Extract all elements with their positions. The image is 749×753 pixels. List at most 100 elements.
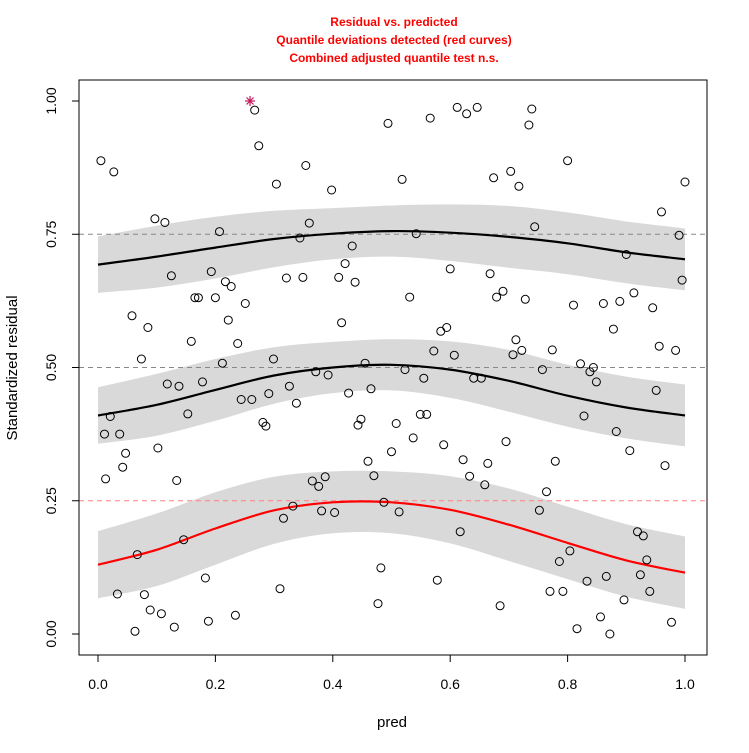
residual-point-42 <box>236 395 246 404</box>
residual-point-37 <box>220 277 230 287</box>
residual-point-122 <box>508 350 518 360</box>
y-tick-label-4: 1.00 <box>43 87 59 114</box>
residual-point-163 <box>645 586 655 596</box>
residual-point-146 <box>588 363 598 372</box>
residual-point-131 <box>537 365 547 375</box>
residual-point-123 <box>511 335 521 345</box>
residual-point-119 <box>498 286 508 296</box>
y-tick-label-0: 0.00 <box>43 620 59 647</box>
residual-point-77 <box>356 414 366 424</box>
residual-point-16 <box>127 311 137 321</box>
residual-point-114 <box>483 458 493 468</box>
residual-point-23 <box>172 476 182 485</box>
residual-point-25 <box>179 535 189 545</box>
residual-point-70 <box>334 272 344 282</box>
residual-point-76 <box>353 420 363 430</box>
residual-point-50 <box>269 354 278 364</box>
residual-point-116 <box>489 173 499 183</box>
residual-point-140 <box>569 300 578 310</box>
residual-point-45 <box>250 105 260 115</box>
residual-point-126 <box>520 294 530 304</box>
residual-point-61 <box>304 218 314 228</box>
residual-point-172 <box>677 275 687 285</box>
residual-point-133 <box>545 586 555 596</box>
residual-point-143 <box>579 411 589 421</box>
residual-point-5 <box>105 412 115 421</box>
residual-point-48 <box>261 421 271 431</box>
residual-point-62 <box>307 476 317 486</box>
residual-point-136 <box>554 557 564 566</box>
residual-point-17 <box>136 354 146 364</box>
y-tick-label-2: 0.50 <box>43 354 59 381</box>
confidence-bands <box>98 204 685 609</box>
residual-point-10 <box>132 550 142 560</box>
residual-point-84 <box>379 497 389 507</box>
residual-point-22 <box>162 379 172 389</box>
residual-points <box>96 102 690 639</box>
residual-point-169 <box>667 617 676 627</box>
confidence-band-q50 <box>98 339 685 447</box>
residual-point-35 <box>215 227 224 237</box>
residual-point-60 <box>301 161 311 170</box>
residual-point-69 <box>330 508 340 517</box>
residual-point-44 <box>247 395 257 404</box>
residual-point-1 <box>109 167 119 177</box>
residual-point-41 <box>233 339 243 348</box>
residual-point-130 <box>534 505 544 515</box>
residual-point-100 <box>436 326 446 336</box>
residual-point-83 <box>376 563 386 573</box>
residual-point-67 <box>323 370 333 380</box>
y-axis: 0.00 0.25 0.50 0.75 1.00 <box>43 87 80 648</box>
residual-point-170 <box>671 345 681 355</box>
residual-point-8 <box>112 589 122 599</box>
residual-point-78 <box>360 358 370 368</box>
residual-point-54 <box>281 273 291 283</box>
residual-point-103 <box>445 264 455 274</box>
quantile-curve-q75 <box>97 229 686 266</box>
residual-point-156 <box>621 250 631 259</box>
residual-point-154 <box>615 296 625 306</box>
residual-point-112 <box>476 373 486 383</box>
residual-point-124 <box>514 181 524 191</box>
residual-point-92 <box>408 433 418 443</box>
residual-point-71 <box>337 318 347 328</box>
residual-point-127 <box>524 120 534 130</box>
residual-point-26 <box>183 409 193 419</box>
residual-point-3 <box>115 429 125 439</box>
residual-point-144 <box>582 576 592 586</box>
residual-point-168 <box>660 461 670 471</box>
residual-point-134 <box>547 345 557 355</box>
y-tick-label-1: 0.25 <box>43 487 59 514</box>
quantile-curve-q25 <box>97 500 686 574</box>
residual-point-151 <box>605 629 615 639</box>
residual-point-138 <box>563 156 573 166</box>
residual-point-2 <box>100 429 109 439</box>
x-axis-label: pred <box>377 714 407 731</box>
x-tick-label-5: 1.0 <box>675 676 695 692</box>
residual-point-161 <box>638 531 648 541</box>
residual-point-162 <box>642 555 652 565</box>
residual-point-96 <box>422 409 432 419</box>
x-tick-label-3: 0.6 <box>440 676 460 692</box>
residual-point-148 <box>596 612 605 622</box>
residual-point-97 <box>425 113 435 123</box>
residual-point-91 <box>405 292 415 302</box>
residual-point-34 <box>210 293 220 303</box>
residual-point-7 <box>118 462 128 472</box>
residual-point-9 <box>130 626 140 636</box>
residual-point-93 <box>411 229 421 239</box>
residual-point-120 <box>501 437 511 447</box>
residual-point-14 <box>169 622 179 632</box>
residual-point-117 <box>492 292 502 302</box>
residual-point-157 <box>625 446 635 456</box>
residual-point-164 <box>648 303 658 313</box>
residual-point-173 <box>680 177 690 187</box>
residual-point-95 <box>419 373 429 383</box>
residual-point-19 <box>160 218 170 227</box>
residual-point-149 <box>598 299 608 308</box>
residual-point-104 <box>449 350 459 360</box>
residual-point-20 <box>153 443 163 453</box>
residual-point-105 <box>452 102 462 112</box>
residual-point-115 <box>485 269 495 279</box>
